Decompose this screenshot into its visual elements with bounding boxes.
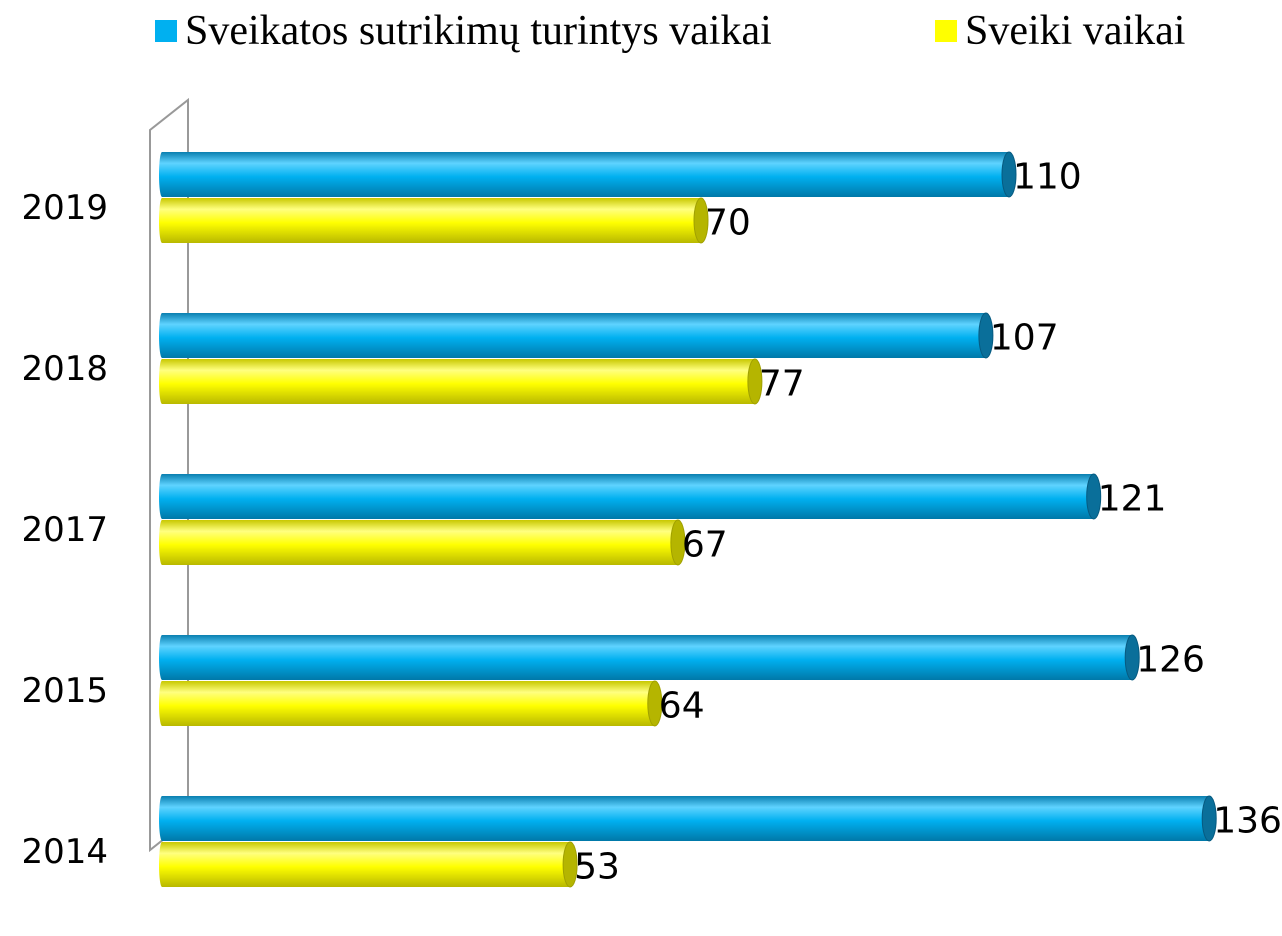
bar-start-cap: [159, 842, 165, 887]
y-tick-label: 2019: [21, 188, 108, 228]
value-label: 121: [1098, 479, 1167, 520]
bar: [162, 681, 655, 726]
bar: [162, 359, 755, 404]
y-tick-label: 2015: [21, 671, 108, 711]
bar: [162, 635, 1133, 680]
value-label: 64: [659, 686, 705, 727]
bar-end-cap: [978, 312, 994, 359]
value-label: 110: [1013, 157, 1082, 198]
bar-end-cap: [747, 358, 763, 405]
bar-end-cap: [670, 519, 686, 566]
value-label: 53: [574, 847, 620, 888]
bar-start-cap: [159, 796, 165, 841]
y-tick-label: 2018: [21, 349, 108, 389]
bar-end-cap: [1201, 795, 1217, 842]
bar-start-cap: [159, 359, 165, 404]
bar-end-cap: [562, 841, 578, 888]
value-label: 126: [1136, 640, 1205, 681]
bar: [162, 842, 571, 887]
bar-start-cap: [159, 520, 165, 565]
value-label: 77: [759, 364, 805, 405]
value-label: 107: [990, 318, 1059, 359]
bar-start-cap: [159, 635, 165, 680]
bar-end-cap: [647, 680, 663, 727]
bar: [162, 198, 701, 243]
bar: [162, 474, 1094, 519]
bar-start-cap: [159, 198, 165, 243]
bar: [162, 313, 986, 358]
bar-start-cap: [159, 313, 165, 358]
bar: [162, 152, 1009, 197]
bar-start-cap: [159, 681, 165, 726]
bar: [162, 796, 1210, 841]
y-tick-label: 2017: [21, 510, 108, 550]
legend-swatch: [155, 20, 177, 42]
bar-end-cap: [1086, 473, 1102, 520]
bar-end-cap: [1124, 634, 1140, 681]
legend-label: Sveiki vaikai: [965, 8, 1185, 54]
bar-start-cap: [159, 152, 165, 197]
legend-label: Sveikatos sutrikimų turintys vaikai: [185, 8, 772, 54]
value-label: 67: [682, 525, 728, 566]
bar-start-cap: [159, 474, 165, 519]
bar-end-cap: [693, 197, 709, 244]
bar-end-cap: [1001, 151, 1017, 198]
value-label: 70: [705, 203, 751, 244]
value-label: 136: [1213, 801, 1282, 842]
legend-swatch: [935, 20, 957, 42]
bar: [162, 520, 678, 565]
y-tick-label: 2014: [21, 832, 108, 872]
